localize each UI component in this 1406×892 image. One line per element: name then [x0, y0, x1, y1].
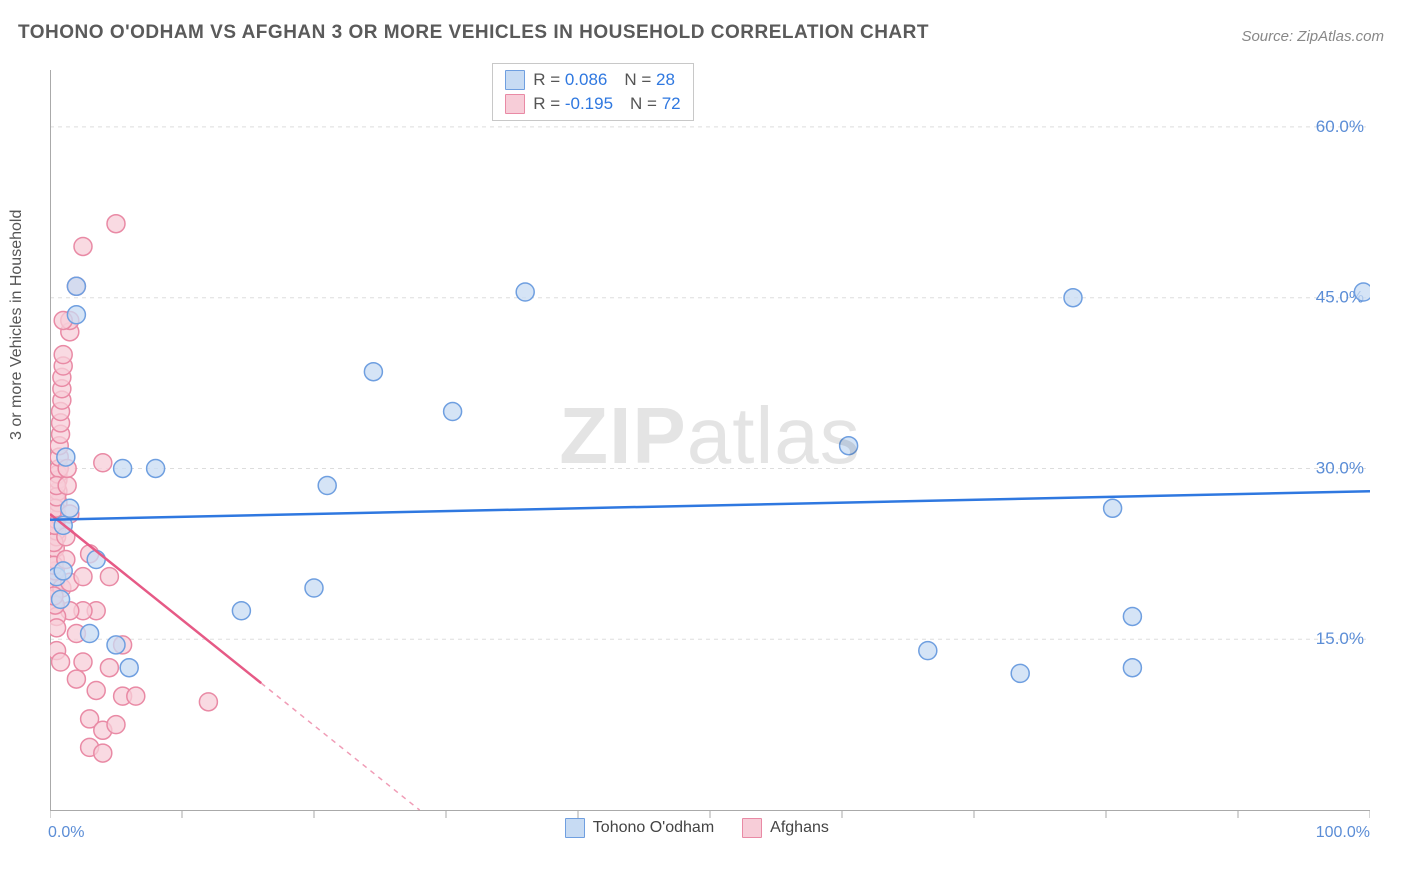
scatter-point [305, 579, 323, 597]
x-axis-min-label: 0.0% [48, 824, 84, 842]
scatter-point [199, 693, 217, 711]
series-legend-item: Tohono O'odham [565, 818, 714, 838]
scatter-point [232, 602, 250, 620]
scatter-point [100, 568, 118, 586]
scatter-point [1123, 607, 1141, 625]
series-legend: Tohono O'odham Afghans [565, 818, 829, 838]
scatter-point [1064, 289, 1082, 307]
scatter-point [1104, 499, 1122, 517]
scatter-point [840, 437, 858, 455]
scatter-point [107, 636, 125, 654]
scatter-point [52, 590, 70, 608]
scatter-point [1011, 664, 1029, 682]
scatter-point [107, 215, 125, 233]
scatter-point [114, 459, 132, 477]
trend-line-dashed [261, 683, 419, 810]
scatter-plot: 15.0%30.0%45.0%60.0% ZIPatlas [50, 60, 1370, 830]
stats-legend-row: R = 0.086 N = 28 [505, 68, 680, 92]
scatter-point [67, 306, 85, 324]
scatter-point [50, 619, 66, 637]
scatter-point [444, 403, 462, 421]
scatter-point [147, 459, 165, 477]
stats-legend-text: R = 0.086 N = 28 [533, 68, 675, 92]
scatter-point [94, 454, 112, 472]
scatter-point [81, 625, 99, 643]
scatter-point [94, 744, 112, 762]
scatter-point [87, 681, 105, 699]
scatter-point [120, 659, 138, 677]
scatter-point [919, 642, 937, 660]
scatter-point [67, 277, 85, 295]
scatter-point [67, 670, 85, 688]
scatter-point [54, 346, 72, 364]
scatter-point [57, 448, 75, 466]
legend-swatch [505, 94, 525, 114]
stats-legend: R = 0.086 N = 28R = -0.195 N = 72 [492, 63, 693, 121]
scatter-point [127, 687, 145, 705]
series-legend-label: Afghans [770, 819, 829, 837]
scatter-point [318, 477, 336, 495]
y-grid-label: 30.0% [1316, 458, 1364, 477]
scatter-point [107, 716, 125, 734]
scatter-point [1123, 659, 1141, 677]
scatter-point [1354, 283, 1370, 301]
trend-line [50, 491, 1370, 519]
series-legend-item: Afghans [742, 818, 829, 838]
legend-swatch [565, 818, 585, 838]
chart-title: TOHONO O'ODHAM VS AFGHAN 3 OR MORE VEHIC… [18, 22, 929, 44]
y-grid-label: 15.0% [1316, 629, 1364, 648]
scatter-point [364, 363, 382, 381]
scatter-point [74, 237, 92, 255]
stats-legend-text: R = -0.195 N = 72 [533, 92, 680, 116]
y-axis-label: 3 or more Vehicles in Household [8, 210, 26, 440]
scatter-point [54, 562, 72, 580]
scatter-point [100, 659, 118, 677]
scatter-point [87, 551, 105, 569]
x-axis-max-label: 100.0% [1316, 824, 1370, 842]
y-grid-label: 60.0% [1316, 117, 1364, 136]
source-attribution: Source: ZipAtlas.com [1241, 28, 1384, 45]
scatter-point [516, 283, 534, 301]
scatter-point [74, 653, 92, 671]
stats-legend-row: R = -0.195 N = 72 [505, 92, 680, 116]
scatter-point [58, 477, 76, 495]
legend-swatch [505, 70, 525, 90]
scatter-point [61, 499, 79, 517]
legend-swatch [742, 818, 762, 838]
series-legend-label: Tohono O'odham [593, 819, 714, 837]
scatter-point [52, 653, 70, 671]
scatter-point [74, 568, 92, 586]
